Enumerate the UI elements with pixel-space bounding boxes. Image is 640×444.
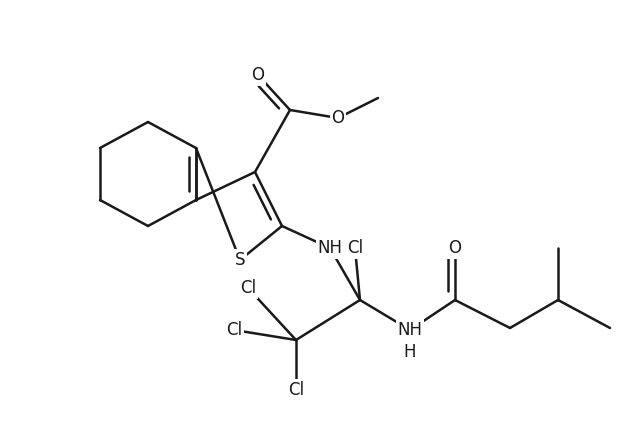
Text: Cl: Cl [288,381,304,399]
Text: NH: NH [397,321,422,339]
Text: NH: NH [317,239,342,257]
Text: Cl: Cl [226,321,242,339]
Text: O: O [332,109,344,127]
Text: S: S [235,251,245,269]
Text: O: O [252,66,264,84]
Text: H: H [404,343,416,361]
Text: O: O [449,239,461,257]
Text: Cl: Cl [347,239,363,257]
Text: Cl: Cl [240,279,256,297]
